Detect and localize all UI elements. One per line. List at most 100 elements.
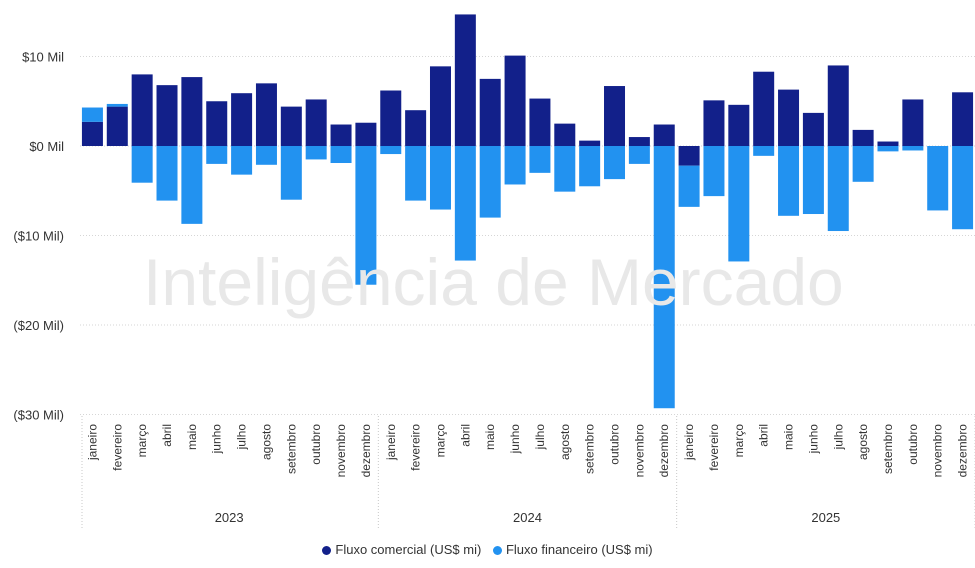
bar-fluxo-comercial (703, 100, 725, 146)
x-tick-label: agosto (558, 424, 572, 460)
bar-fluxo-comercial (255, 83, 277, 146)
bar-fluxo-financeiro (703, 146, 725, 197)
x-tick-label: janeiro (682, 424, 696, 461)
bar-fluxo-financeiro (877, 146, 899, 152)
x-tick-label: fevereiro (110, 424, 124, 471)
bar-fluxo-financeiro (405, 146, 427, 201)
x-tick-label: fevereiro (409, 424, 423, 471)
x-tick-label: novembro (931, 424, 945, 478)
x-tick-label: abril (160, 424, 174, 447)
x-tick-label: junho (806, 424, 820, 455)
x-tick-label: julho (831, 424, 845, 451)
bar-fluxo-comercial (504, 55, 526, 147)
bar-fluxo-financeiro (802, 146, 824, 215)
x-tick-label: julho (235, 424, 249, 451)
bar-fluxo-financeiro (330, 146, 352, 164)
x-tick-label: junho (210, 424, 224, 455)
x-tick-label: abril (458, 424, 472, 447)
bar-fluxo-financeiro (81, 107, 103, 122)
bar-fluxo-financeiro (429, 146, 451, 210)
bar-fluxo-financeiro (653, 146, 675, 409)
y-tick-label: ($30 Mil) (13, 408, 64, 423)
y-tick-label: ($20 Mil) (13, 318, 64, 333)
bar-fluxo-comercial (952, 92, 974, 146)
legend-item-financial[interactable]: Fluxo financeiro (US$ mi) (492, 542, 653, 557)
bar-fluxo-financeiro (778, 146, 800, 216)
year-label: 2025 (811, 510, 840, 525)
bar-fluxo-financeiro (106, 103, 128, 107)
legend-label-financial: Fluxo financeiro (US$ mi) (505, 542, 653, 557)
bar-fluxo-comercial (479, 78, 501, 146)
legend: Fluxo comercial (US$ mi) Fluxo financeir… (0, 542, 975, 557)
bar-fluxo-comercial (753, 71, 775, 146)
bar-fluxo-comercial (678, 146, 700, 166)
bar-fluxo-comercial (728, 104, 750, 146)
bar-fluxo-comercial (280, 106, 302, 146)
bar-fluxo-financeiro (206, 146, 228, 164)
bar-fluxo-comercial (827, 65, 849, 146)
bar-fluxo-comercial (106, 106, 128, 146)
bar-fluxo-financeiro (554, 146, 576, 192)
bar-fluxo-financeiro (579, 146, 601, 187)
bar-fluxo-financeiro (454, 146, 476, 261)
bar-fluxo-comercial (454, 14, 476, 147)
bar-fluxo-financeiro (678, 165, 700, 207)
x-tick-label: setembro (881, 424, 895, 474)
x-tick-label: outubro (608, 424, 622, 465)
x-tick-label: março (433, 424, 447, 458)
bar-fluxo-comercial (330, 124, 352, 146)
bar-fluxo-comercial (877, 141, 899, 146)
bar-fluxo-comercial (852, 129, 874, 146)
x-tick-label: setembro (284, 424, 298, 474)
bar-fluxo-comercial (380, 90, 402, 146)
bar-fluxo-financeiro (827, 146, 849, 232)
legend-dot-commercial (322, 546, 332, 556)
bar-fluxo-financeiro (181, 146, 203, 224)
bar-fluxo-comercial (604, 86, 626, 146)
x-tick-label: novembro (632, 424, 646, 478)
bar-fluxo-financeiro (305, 146, 327, 160)
x-tick-label: junho (508, 424, 522, 455)
bar-fluxo-comercial (429, 66, 451, 146)
x-tick-label: janeiro (384, 424, 398, 461)
bar-fluxo-comercial (131, 74, 153, 146)
bar-fluxo-comercial (653, 124, 675, 146)
x-tick-label: fevereiro (707, 424, 721, 471)
bar-fluxo-comercial (231, 93, 253, 146)
x-tick-label: maio (782, 424, 796, 450)
x-tick-label: janeiro (85, 424, 99, 461)
bar-fluxo-comercial (156, 85, 178, 146)
bar-fluxo-financeiro (231, 146, 253, 175)
x-tick-label: julho (533, 424, 547, 451)
x-tick-label: dezembro (657, 424, 671, 478)
x-tick-label: dezembro (956, 424, 970, 478)
x-tick-label: setembro (583, 424, 597, 474)
x-tick-label: outubro (309, 424, 323, 465)
x-tick-label: dezembro (359, 424, 373, 478)
x-tick-label: março (135, 424, 149, 458)
bar-fluxo-financeiro (902, 146, 924, 151)
bar-fluxo-financeiro (728, 146, 750, 262)
year-label: 2024 (513, 510, 542, 525)
y-tick-label: $0 Mil (29, 139, 64, 154)
bar-fluxo-financeiro (156, 146, 178, 201)
legend-label-commercial: Fluxo comercial (US$ mi) (335, 542, 482, 557)
bar-fluxo-comercial (206, 101, 228, 146)
legend-dot-financial (492, 546, 502, 556)
bar-fluxo-comercial (181, 77, 203, 146)
chart-svg: $10 Mil $0 Mil ($10 Mil) ($20 Mil) ($30 Mil)… (13, 14, 975, 528)
bar-fluxo-comercial (802, 112, 824, 146)
x-tick-label: novembro (334, 424, 348, 478)
x-tick-label: maio (185, 424, 199, 450)
bar-fluxo-financeiro (504, 146, 526, 185)
legend-item-commercial[interactable]: Fluxo comercial (US$ mi) (322, 542, 481, 557)
bar-fluxo-financeiro (604, 146, 626, 180)
x-tick-label: março (732, 424, 746, 458)
x-tick-label: abril (757, 424, 771, 447)
year-label: 2023 (215, 510, 244, 525)
bar-fluxo-financeiro (852, 146, 874, 182)
y-tick-label: ($10 Mil) (13, 229, 64, 244)
bar-fluxo-financeiro (529, 146, 551, 173)
bar-fluxo-comercial (405, 110, 427, 146)
